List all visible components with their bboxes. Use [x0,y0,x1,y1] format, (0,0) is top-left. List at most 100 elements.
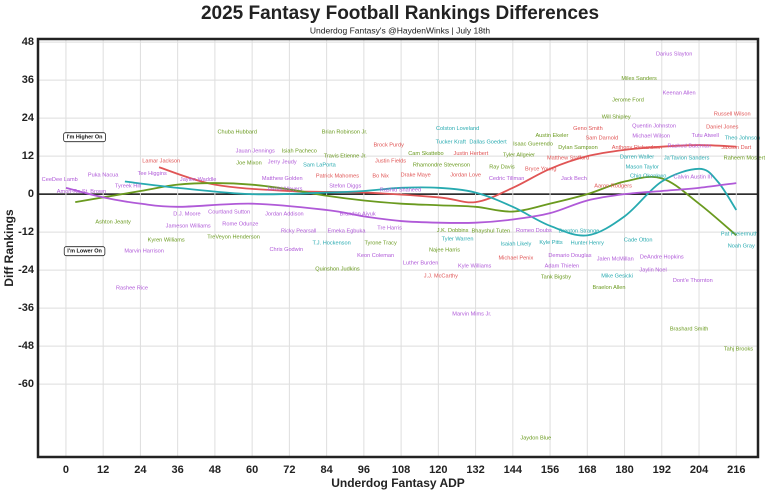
point-label: Romeo Doubs [516,228,552,234]
trend-line [75,175,737,237]
annotation: I'm Higher On [63,132,106,143]
point-label: Dallas Goedert [469,140,507,146]
point-label: Jaydon Blue [520,435,551,441]
point-label: DeAndre Hopkins [640,255,684,261]
point-label: Theo Johnson [725,136,760,142]
point-label: Darren Waller [620,155,654,161]
point-label: Tank Bigsby [541,275,571,281]
point-label: Russell Wilson [714,112,751,118]
point-label: Joe Mixon [236,161,262,167]
point-label: Braelon Allen [593,285,626,291]
point-label: Jordan Love [450,173,481,179]
point-label: Brashard Smith [670,327,709,333]
y-tick-label: 36 [22,74,34,86]
point-label: Cade Otton [624,238,653,244]
point-label: J.J. McCarthy [424,274,458,280]
point-label: Michael Penix [499,256,534,262]
point-label: Chris Godwin [269,247,303,253]
point-label: Brock Purdy [373,143,404,149]
point-label: Jaylin Noel [639,268,666,274]
point-label: Chuba Hubbard [217,130,257,136]
y-tick-label: 12 [22,150,34,162]
point-label: Rhamondre Stevenson [413,163,470,169]
point-label: Justin Fields [375,159,406,165]
x-tick-label: 120 [429,464,447,476]
point-label: Travis Etienne Jr. [324,154,367,160]
point-label: Calvin Austin III [674,175,713,181]
y-tick-label: -60 [18,378,34,390]
point-label: Mike Gesicki [601,274,633,280]
y-tick-label: 0 [28,188,34,200]
point-label: Raheem Mostert [724,156,766,162]
point-label: Tucker Kraft [436,140,467,146]
chart-subtitle: Underdog Fantasy's @HaydenWinks | July 1… [310,25,490,35]
annotation-text: I'm Lower On [67,249,102,255]
point-label: Kyle Pitts [539,240,563,246]
point-label: Kyren Williams [148,238,185,244]
x-tick-label: 156 [541,464,559,476]
x-tick-label: 0 [63,464,69,476]
point-label: Tyrone Tracy [364,241,397,247]
point-label: Bo Nix [372,174,389,180]
y-tick-label: -24 [18,264,35,276]
point-label: Geno Smith [573,126,603,132]
annotation-box [63,132,106,143]
x-tick-label: 216 [727,464,745,476]
x-tick-label: 180 [615,464,633,476]
point-label: Stefon Diggs [329,184,361,190]
point-label: Puka Nacua [88,173,119,179]
annotation-box [63,246,106,257]
point-label: Jerry Jeudy [268,160,297,166]
y-tick-label: 24 [22,112,35,124]
y-tick-label: -12 [18,226,34,238]
x-axis-label: Underdog Fantasy ADP [331,476,465,490]
point-label: Sam Darnold [586,136,619,142]
x-tick-label: 168 [578,464,596,476]
point-label: Quinshon Judkins [315,267,360,273]
annotation: I'm Lower On [63,246,106,257]
point-label: Rashod Bateman [667,144,710,150]
point-label: Isaiah Likely [501,242,532,248]
x-tick-label: 72 [283,464,295,476]
x-tick-label: 132 [466,464,484,476]
x-tick-label: 24 [134,464,147,476]
x-tick-label: 192 [653,464,671,476]
x-tick-label: 60 [246,464,258,476]
point-label: Pat Freiermuth [721,232,758,238]
x-tick-label: 12 [97,464,109,476]
trend-line [158,144,737,204]
point-label: J.K. Dobbins [437,228,469,234]
x-tick-label: 84 [320,464,333,476]
point-label: Ricky Pearsall [281,229,316,235]
point-label: Cam Skattebo [408,151,443,157]
point-label: Isaac Guerendo [513,142,553,148]
point-label: Emeka Egbuka [328,229,367,235]
point-label: Chig Okonkwo [630,174,666,180]
point-label: Matthew Golden [262,176,303,182]
point-label: Miles Sanders [621,76,657,82]
x-tick-label: 36 [172,464,184,476]
point-label: Brian Robinson Jr. [322,130,368,136]
point-label: Cedric Tillman [489,176,524,182]
point-label: Justin Herbert [454,151,489,157]
point-label: Michael Wilson [632,134,670,140]
point-label: Dont'e Thornton [673,278,713,284]
point-label: Tahj Brooks [724,347,753,353]
x-tick-label: 144 [504,464,523,476]
point-label: Matthew Stafford [547,156,589,162]
point-label: Jack Bech [561,176,587,182]
point-label: Jaxson Dart [721,145,751,151]
point-label: Jameson Williams [166,224,211,230]
y-tick-label: -36 [18,302,34,314]
point-label: Rashee Rice [116,286,148,292]
point-label: Bhayshul Tuten [472,229,511,235]
point-label: Najee Harris [429,248,460,254]
point-label: Mason Taylor [626,165,659,171]
x-tick-label: 108 [392,464,410,476]
point-label: T.J. Hockenson [312,241,350,247]
point-label: Brenton Strange [559,229,600,235]
point-label: Ray Davis [489,165,515,171]
point-label: Rome Odunze [222,222,258,228]
